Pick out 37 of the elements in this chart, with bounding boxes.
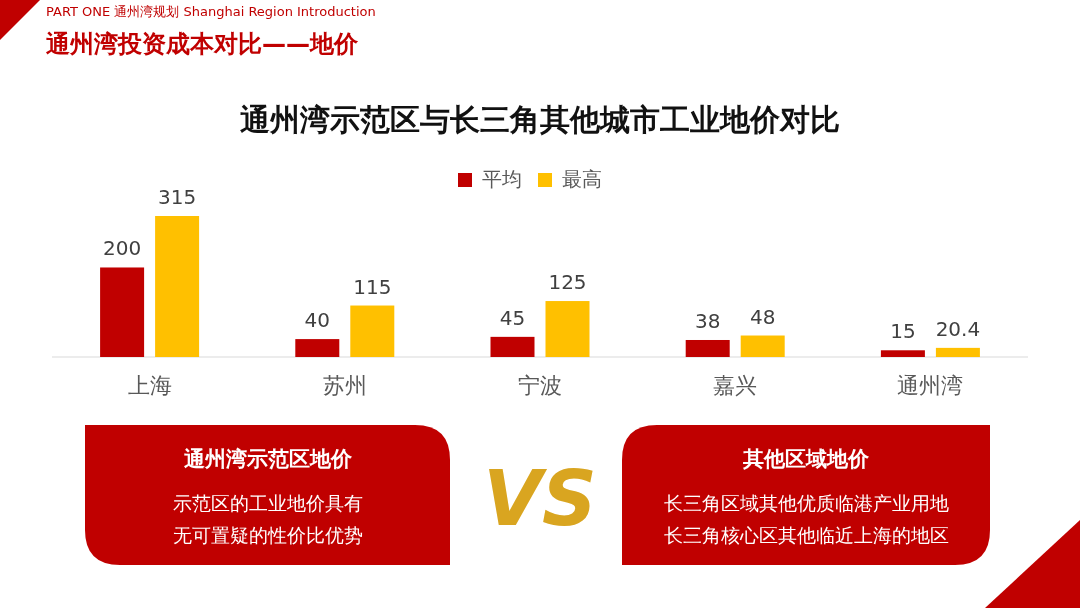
bar: [155, 216, 200, 357]
data-label: 40: [304, 308, 331, 333]
data-label: 20.4: [935, 316, 981, 341]
bar: [935, 347, 980, 357]
data-label: 115: [353, 274, 392, 299]
data-label: 48: [749, 304, 776, 329]
bar: [295, 339, 340, 357]
text: 长三角核心区其他临近上海的地区: [663, 524, 949, 546]
text: PART ONE 通州湾规划 Shanghai Region Introduction: [46, 4, 376, 19]
text: 示范区的工业地价具有: [173, 492, 363, 514]
legend-label: 最高: [562, 167, 602, 191]
data-label: 38: [694, 308, 721, 333]
bar: [100, 267, 145, 357]
chart-title: 通州湾示范区与长三角其他城市工业地价对比: [240, 102, 840, 137]
x-tick-label: 嘉兴: [713, 373, 758, 398]
x-tick-label: 上海: [127, 373, 172, 398]
data-label: 125: [548, 270, 587, 295]
x-tick-label: 通州湾: [897, 373, 964, 398]
data-label: 315: [158, 185, 197, 209]
bar: [880, 350, 925, 357]
text: 其他区域地价: [742, 447, 870, 471]
bar: [545, 301, 590, 357]
bar: [685, 339, 730, 357]
text: 长三角区域其他优质临港产业用地: [663, 492, 949, 514]
bar: [350, 305, 395, 357]
text: VS: [483, 454, 597, 543]
data-label: 15: [890, 319, 916, 344]
x-tick-label: 苏州: [322, 373, 367, 398]
text: 通州湾投资成本对比——地价: [45, 30, 359, 58]
text: 无可置疑的性价比优势: [173, 524, 363, 546]
data-label: 45: [499, 305, 526, 330]
text: 通州湾示范区地价: [183, 447, 353, 471]
bar: [490, 336, 535, 357]
bar: [740, 335, 785, 357]
data-label: 200: [103, 236, 142, 261]
x-tick-label: 宁波: [518, 373, 562, 398]
legend-label: 平均: [482, 167, 522, 191]
